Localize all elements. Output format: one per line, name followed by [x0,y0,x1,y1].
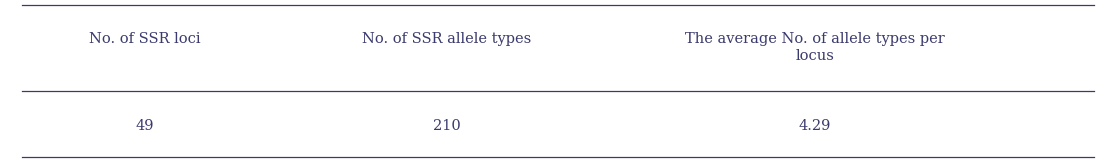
Text: No. of SSR allele types: No. of SSR allele types [362,32,531,46]
Text: 49: 49 [136,119,154,133]
Text: No. of SSR loci: No. of SSR loci [89,32,201,46]
Text: The average No. of allele types per
locus: The average No. of allele types per locu… [685,32,944,63]
Text: 210: 210 [433,119,460,133]
Text: 4.29: 4.29 [798,119,831,133]
